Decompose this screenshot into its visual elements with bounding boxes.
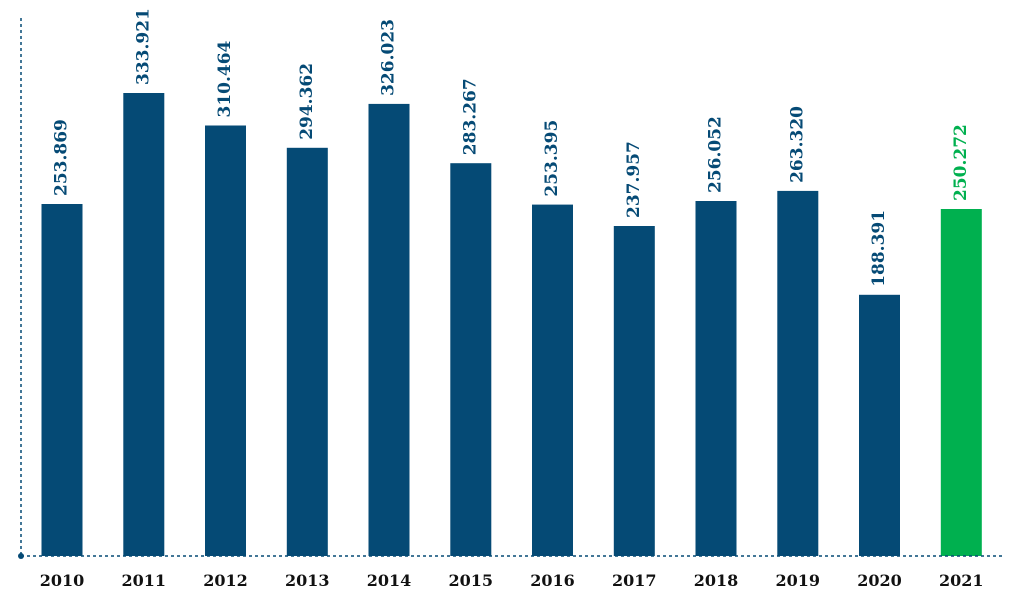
bar-2010 (41, 204, 83, 556)
x-tick-label-2020: 2020 (857, 571, 902, 590)
value-label-2011: 333.921 (133, 8, 153, 85)
bar-2020 (859, 294, 900, 556)
value-label-2017: 237.957 (624, 141, 644, 218)
bar-2014 (368, 103, 410, 557)
value-label-2016: 253.395 (542, 120, 562, 197)
x-tick-label-2016: 2016 (530, 571, 575, 590)
x-tick-label-2013: 2013 (285, 571, 330, 590)
bars-layer (41, 93, 982, 557)
bar-2011 (123, 93, 165, 556)
value-label-2019: 263.320 (787, 106, 807, 183)
value-label-2018: 256.052 (706, 116, 726, 193)
bar-2018 (695, 201, 737, 556)
x-tick-label-2011: 2011 (122, 571, 167, 590)
axis-origin-dot (18, 553, 24, 559)
bar-2016 (532, 204, 573, 556)
x-tick-label-2012: 2012 (203, 571, 248, 590)
bar-2019 (777, 190, 819, 556)
bar-2017 (613, 226, 655, 556)
bar-2021 (940, 209, 982, 556)
bar-2015 (450, 163, 492, 556)
x-tick-label-2014: 2014 (367, 571, 412, 590)
x-tick-label-2019: 2019 (776, 571, 821, 590)
x-tick-label-2021: 2021 (939, 571, 984, 590)
value-label-2013: 294.362 (297, 63, 317, 140)
tick-labels-layer: 2010 2011 2012 2013 2014 2015 2016 2017 2018 2019… (40, 571, 984, 590)
bar-2012 (205, 125, 246, 556)
x-tick-label-2017: 2017 (612, 571, 657, 590)
value-label-2015: 283.267 (460, 78, 480, 155)
value-labels-layer: 253.869 333.921 310.464 294.362 326.023 283.2… (52, 8, 971, 287)
axes-layer (18, 18, 1002, 559)
bar-2013 (286, 147, 328, 557)
value-label-2014: 326.023 (379, 19, 399, 96)
value-label-2021: 250.272 (951, 124, 971, 201)
value-label-2020: 188.391 (869, 210, 889, 287)
x-tick-label-2015: 2015 (449, 571, 494, 590)
x-tick-label-2018: 2018 (694, 571, 739, 590)
x-tick-label-2010: 2010 (40, 571, 85, 590)
value-label-2012: 310.464 (215, 40, 235, 117)
value-label-2010: 253.869 (52, 119, 72, 196)
